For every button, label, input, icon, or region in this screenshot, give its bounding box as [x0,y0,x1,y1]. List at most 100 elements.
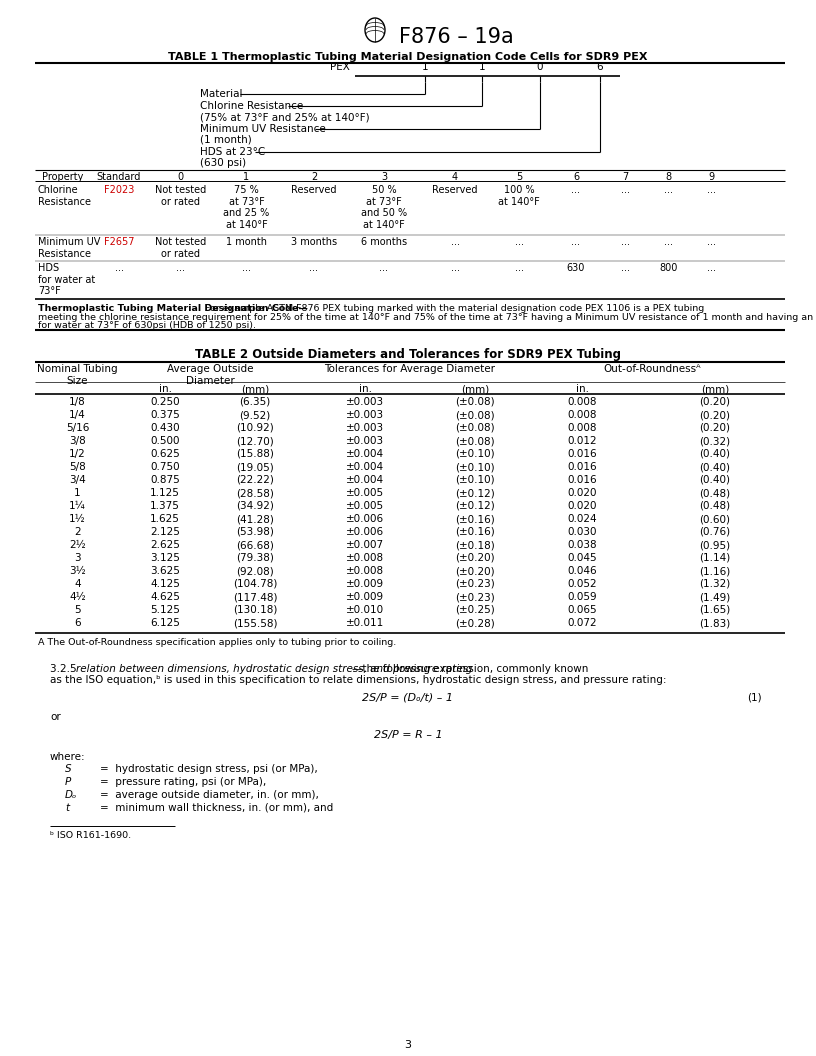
Text: 1¼: 1¼ [69,501,86,511]
Text: ...: ... [664,185,673,195]
Text: 0.008: 0.008 [568,423,597,433]
Text: 0.875: 0.875 [150,475,180,485]
Text: (1.65): (1.65) [699,605,730,615]
Text: 1/2: 1/2 [69,449,86,459]
Text: ±0.007: ±0.007 [346,540,384,550]
Text: =  pressure rating, psi (or MPa),: = pressure rating, psi (or MPa), [100,777,266,787]
Text: ...: ... [571,185,580,195]
Text: (75% at 73°F and 25% at 140°F): (75% at 73°F and 25% at 140°F) [200,112,370,122]
Text: 75 %
at 73°F
and 25 %
at 140°F: 75 % at 73°F and 25 % at 140°F [224,185,269,230]
Text: (34.92): (34.92) [236,501,274,511]
Text: =  average outside diameter, in. (or mm),: = average outside diameter, in. (or mm), [100,790,319,800]
Text: ±0.004: ±0.004 [346,463,384,472]
Text: 1.625: 1.625 [150,514,180,524]
Text: ±0.003: ±0.003 [346,397,384,407]
Text: (±0.10): (±0.10) [455,475,494,485]
Text: TABLE 1 Thermoplastic Tubing Material Designation Code Cells for SDR9 PEX: TABLE 1 Thermoplastic Tubing Material De… [168,52,648,62]
Text: 2S/P = (Dₒ/t) – 1: 2S/P = (Dₒ/t) – 1 [362,692,454,702]
Text: 0.250: 0.250 [150,397,180,407]
Text: ...: ... [379,263,388,274]
Text: (±0.23): (±0.23) [455,592,494,602]
Text: Tolerances for Average Diameter: Tolerances for Average Diameter [325,364,495,374]
Text: 5: 5 [74,605,81,615]
Text: 4.625: 4.625 [150,592,180,602]
Text: as the ISO equation,ᵇ is used in this specification to relate dimensions, hydros: as the ISO equation,ᵇ is used in this sp… [50,675,667,685]
Text: (1.32): (1.32) [699,579,730,589]
Text: (130.18): (130.18) [233,605,277,615]
Text: 3/8: 3/8 [69,436,86,446]
Text: 7: 7 [623,172,628,182]
Text: ±0.005: ±0.005 [346,488,384,498]
Text: 4.125: 4.125 [150,579,180,589]
Text: (79.38): (79.38) [236,553,274,563]
Text: in.: in. [358,384,371,394]
Text: (6.35): (6.35) [239,397,271,407]
Text: (155.58): (155.58) [233,618,277,628]
Text: 4: 4 [452,172,458,182]
Text: ±0.004: ±0.004 [346,449,384,459]
Text: (1.83): (1.83) [699,618,730,628]
Text: (±0.08): (±0.08) [455,410,494,420]
Text: (19.05): (19.05) [236,463,274,472]
Text: 0.375: 0.375 [150,410,180,420]
Text: 5/8: 5/8 [69,463,86,472]
Text: 0.072: 0.072 [568,618,597,628]
Text: 6: 6 [74,618,81,628]
Text: ...: ... [114,263,123,274]
Text: ...: ... [242,263,251,274]
Text: 0.020: 0.020 [568,488,597,498]
Text: A The Out-of-Roundness specification applies only to tubing prior to coiling.: A The Out-of-Roundness specification app… [38,638,397,647]
Text: (0.48): (0.48) [699,501,730,511]
Text: 0.016: 0.016 [568,463,597,472]
Text: 3: 3 [74,553,81,563]
Text: Material: Material [200,89,242,99]
Text: ...: ... [515,263,524,274]
Text: (±0.08): (±0.08) [455,436,494,446]
Text: ±0.008: ±0.008 [346,553,384,563]
Text: 6.125: 6.125 [150,618,180,628]
Text: ...: ... [571,237,580,247]
Text: 0.046: 0.046 [568,566,597,576]
Text: 8: 8 [665,172,672,182]
Text: Average Outside
Diameter: Average Outside Diameter [166,364,253,385]
Text: 0.030: 0.030 [568,527,597,538]
Text: 0.016: 0.016 [568,449,597,459]
Text: (0.95): (0.95) [699,540,730,550]
Text: (0.20): (0.20) [699,397,730,407]
Text: 3: 3 [405,1040,411,1050]
Text: (0.76): (0.76) [699,527,730,538]
Text: F876 – 19a: F876 – 19a [399,27,514,48]
Text: Property: Property [42,172,83,182]
Text: ±0.003: ±0.003 [346,410,384,420]
Text: (mm): (mm) [241,384,269,394]
Text: 1/8: 1/8 [69,397,86,407]
Text: (±0.20): (±0.20) [455,566,494,576]
Text: ...: ... [176,263,185,274]
Text: 0.430: 0.430 [150,423,180,433]
Text: HDS
for water at
73°F: HDS for water at 73°F [38,263,95,296]
Text: =  hydrostatic design stress, psi (or MPa),: = hydrostatic design stress, psi (or MPa… [100,763,317,774]
Text: (92.08): (92.08) [236,566,274,576]
Text: (±0.28): (±0.28) [455,618,494,628]
Text: (±0.16): (±0.16) [455,527,494,538]
Text: (9.52): (9.52) [239,410,271,420]
Text: (0.40): (0.40) [699,463,730,472]
Text: 0.045: 0.045 [568,553,597,563]
Text: 0.008: 0.008 [568,410,597,420]
Text: —the following expression, commonly known: —the following expression, commonly know… [352,664,588,674]
Text: 0.052: 0.052 [568,579,597,589]
Text: in.: in. [576,384,589,394]
Text: Out-of-Roundnessᴬ: Out-of-Roundnessᴬ [604,364,701,374]
Text: ᵇ ISO R161-1690.: ᵇ ISO R161-1690. [50,831,131,840]
Text: Chlorine
Resistance: Chlorine Resistance [38,185,91,207]
Text: 0.625: 0.625 [150,449,180,459]
Text: (±0.10): (±0.10) [455,449,494,459]
Text: Nominal Tubing
Size: Nominal Tubing Size [38,364,118,385]
Text: (1 month): (1 month) [200,135,252,145]
Text: 0.012: 0.012 [568,436,597,446]
Text: 50 %
at 73°F
and 50 %
at 140°F: 50 % at 73°F and 50 % at 140°F [361,185,407,230]
Text: (±0.25): (±0.25) [455,605,494,615]
Text: 0.020: 0.020 [568,501,597,511]
Text: (15.88): (15.88) [236,449,274,459]
Text: 0: 0 [537,62,543,72]
